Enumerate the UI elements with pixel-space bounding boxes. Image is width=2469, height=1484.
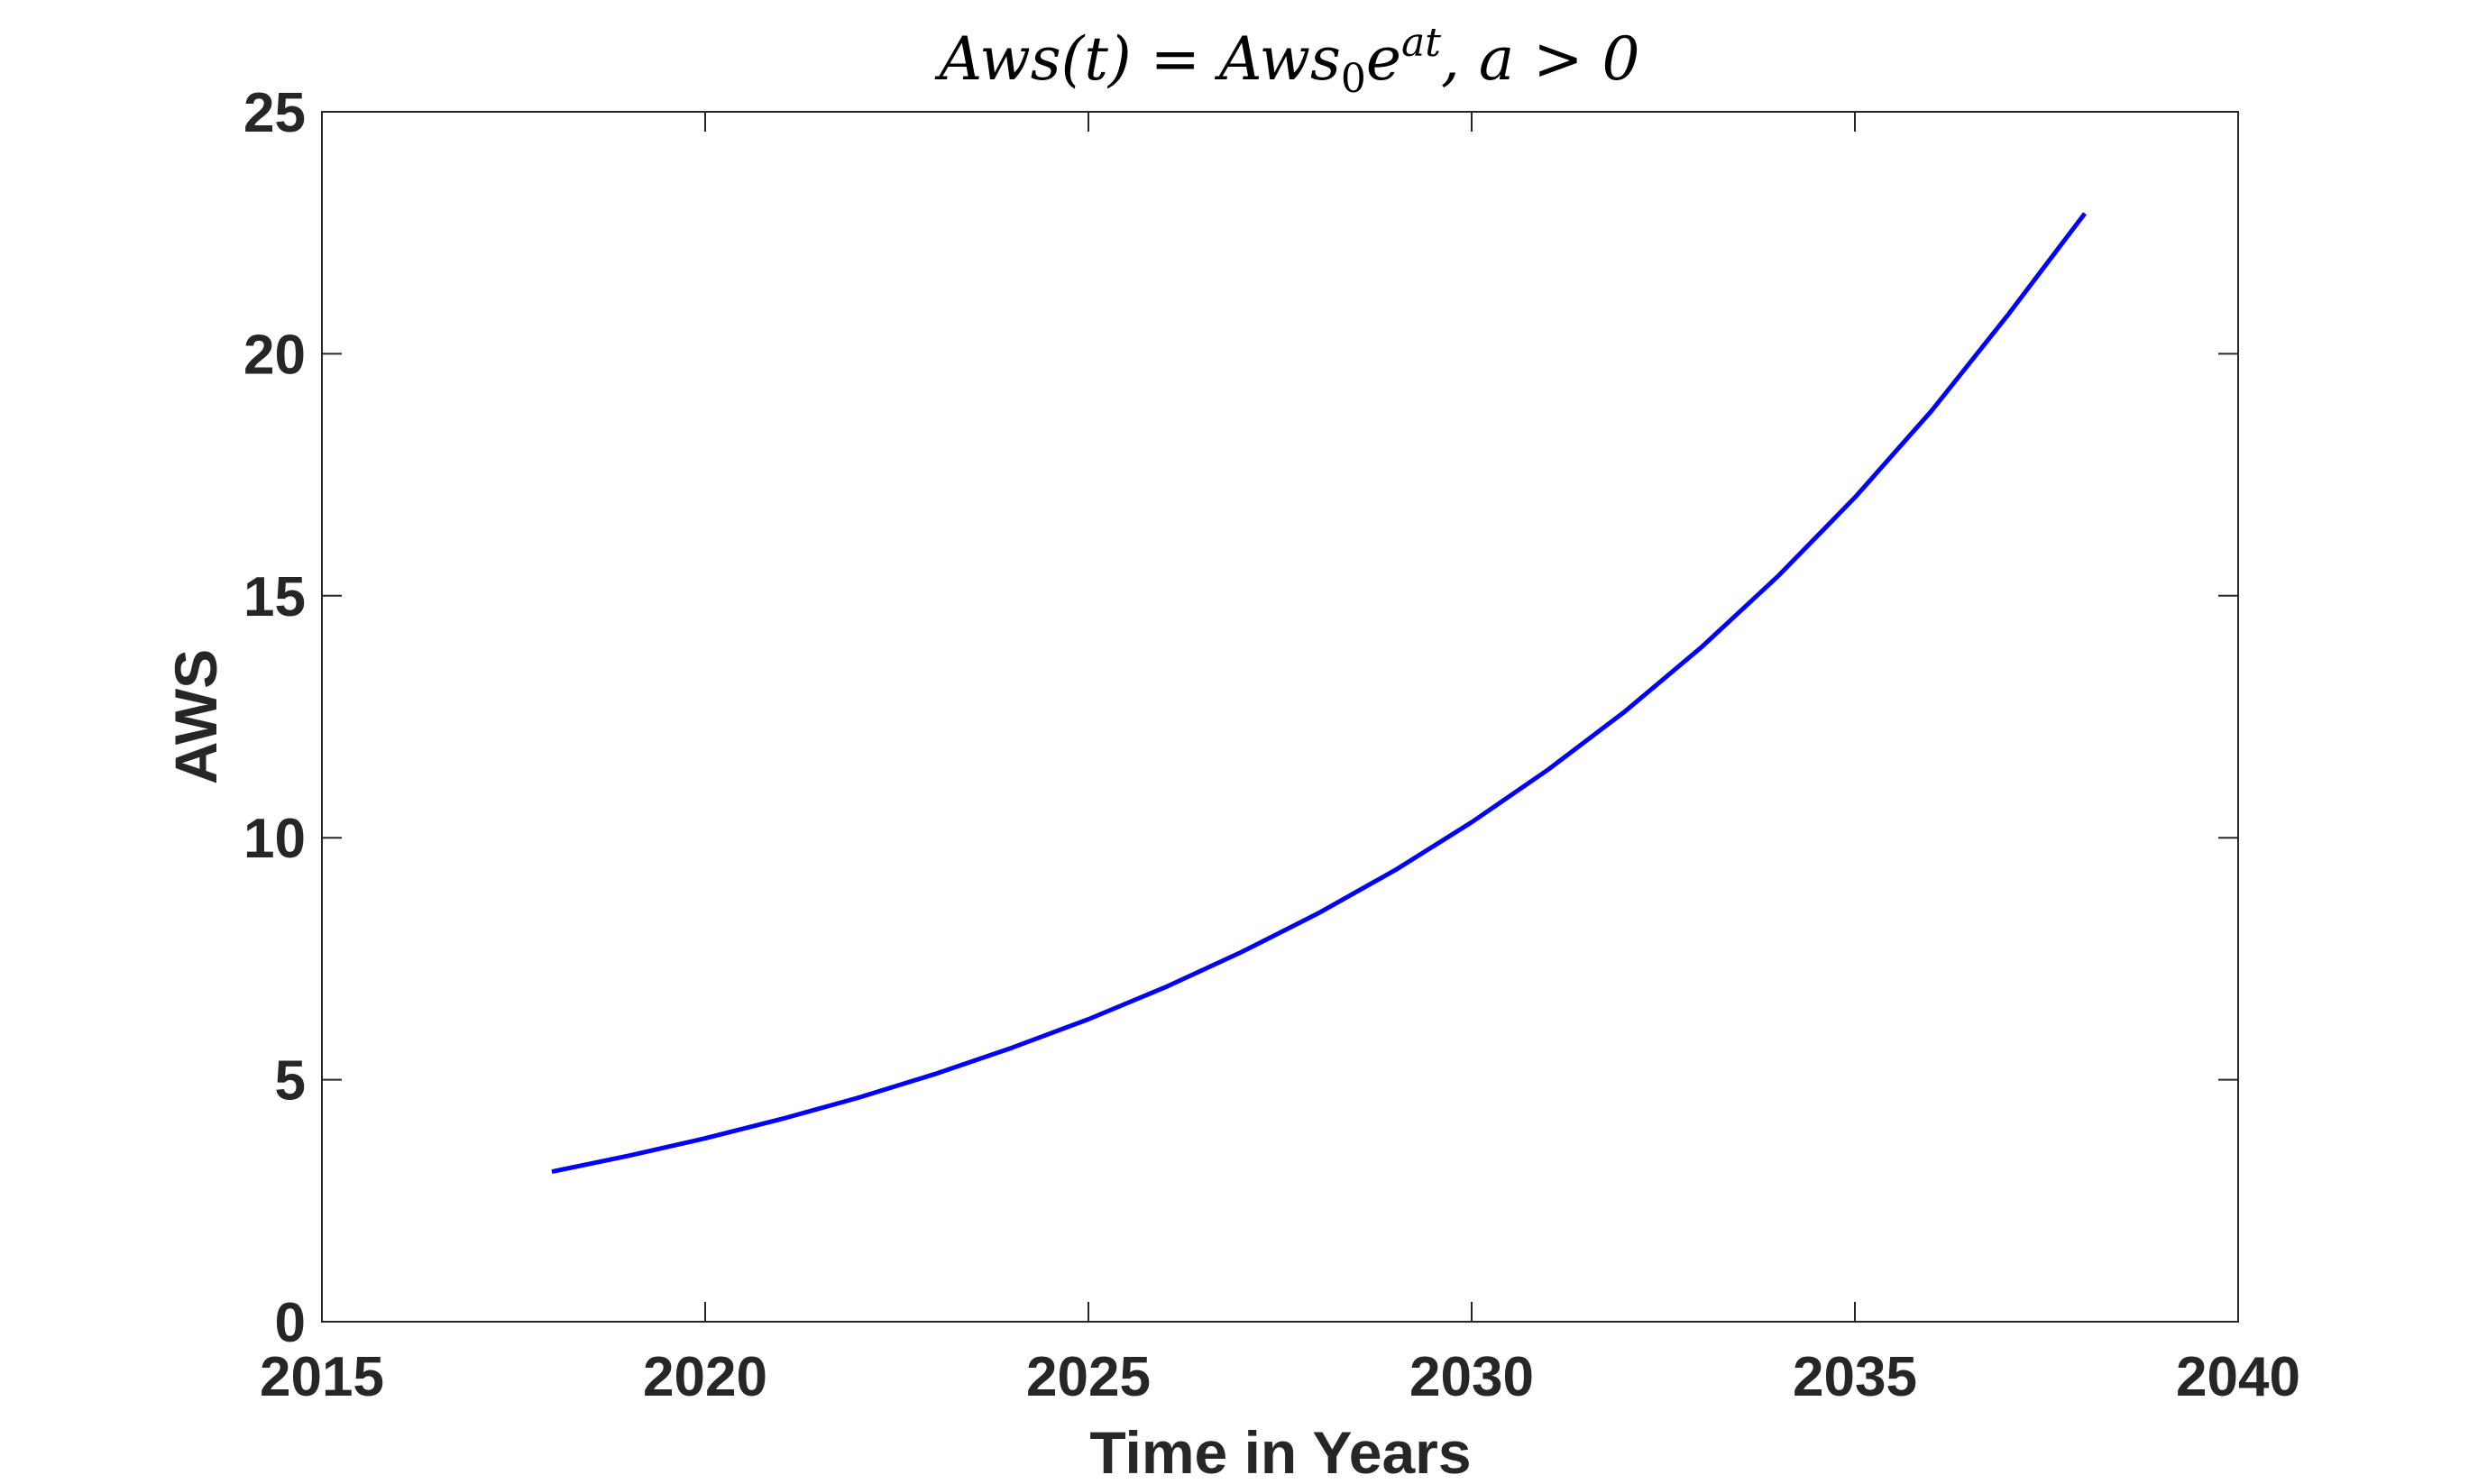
x-axis-label: Time in Years <box>1089 1419 1471 1484</box>
title-superscript: at <box>1401 20 1441 66</box>
y-tick-label: 20 <box>243 324 306 386</box>
y-axis: 0 5 10 15 20 25 <box>243 82 2238 1354</box>
plot-frame <box>321 111 2239 1323</box>
y-tick-label: 5 <box>275 1050 306 1113</box>
y-tick-label: 25 <box>243 82 306 144</box>
y-tick-label: 0 <box>275 1292 306 1354</box>
y-axis-label: AWS <box>162 649 229 784</box>
x-tick-label: 2040 <box>2176 1346 2300 1408</box>
title-e: e <box>1366 24 1401 94</box>
chart-title: Aws(t) = Aws0eat, a > 0 <box>934 20 1640 102</box>
series-line <box>551 212 2087 1175</box>
x-tick-label: 2025 <box>1026 1346 1151 1408</box>
y-tick-label: 15 <box>243 566 306 628</box>
x-axis: 2015 2020 2025 2030 2035 2040 <box>260 112 2300 1408</box>
title-subscript: 0 <box>1341 56 1366 102</box>
x-tick-label: 2015 <box>260 1346 384 1408</box>
series-layer <box>551 212 2087 1175</box>
title-suffix: , a > 0 <box>1441 24 1640 94</box>
title-base: Aws(t) = Aws <box>934 24 1341 94</box>
x-tick-label: 2030 <box>1409 1346 1534 1408</box>
x-tick-label: 2020 <box>643 1346 767 1408</box>
x-tick-label: 2035 <box>1793 1346 1917 1408</box>
y-tick-label: 10 <box>243 808 306 870</box>
